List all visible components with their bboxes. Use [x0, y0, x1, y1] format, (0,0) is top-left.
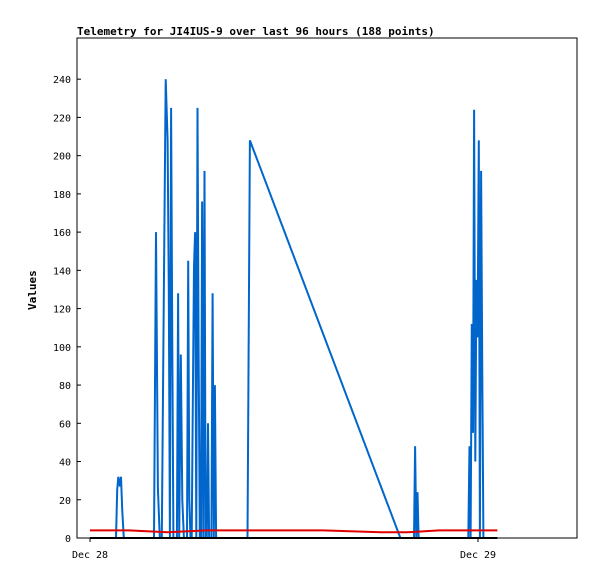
x-tick-label: Dec 29 [460, 550, 496, 561]
series-line-1 [90, 529, 498, 534]
y-axis: 0 20 40 60 80 100 120 140 160 180 200 220 240 [53, 75, 81, 545]
y-tick-label: 220 [53, 113, 71, 124]
y-axis-label: Values [26, 270, 39, 310]
x-axis: Dec 28 Dec 29 [72, 538, 496, 561]
y-tick-label: 0 [65, 534, 71, 545]
y-tick-label: 180 [53, 190, 71, 201]
y-tick-label: 140 [53, 266, 71, 277]
y-tick-label: 200 [53, 152, 71, 163]
y-tick-label: 40 [59, 458, 71, 469]
y-tick-label: 160 [53, 228, 71, 239]
chart-title: Telemetry for JI4IUS-9 over last 96 hour… [77, 25, 435, 38]
series-layer [90, 79, 498, 539]
y-tick-label: 20 [59, 496, 71, 507]
y-tick-label: 240 [53, 75, 71, 86]
y-tick-label: 80 [59, 381, 71, 392]
plot-frame [76, 37, 578, 539]
y-tick-label: 100 [53, 343, 71, 354]
y-tick-label: 120 [53, 305, 71, 316]
y-tick-label: 60 [59, 419, 71, 430]
x-tick-label: Dec 28 [72, 550, 108, 561]
